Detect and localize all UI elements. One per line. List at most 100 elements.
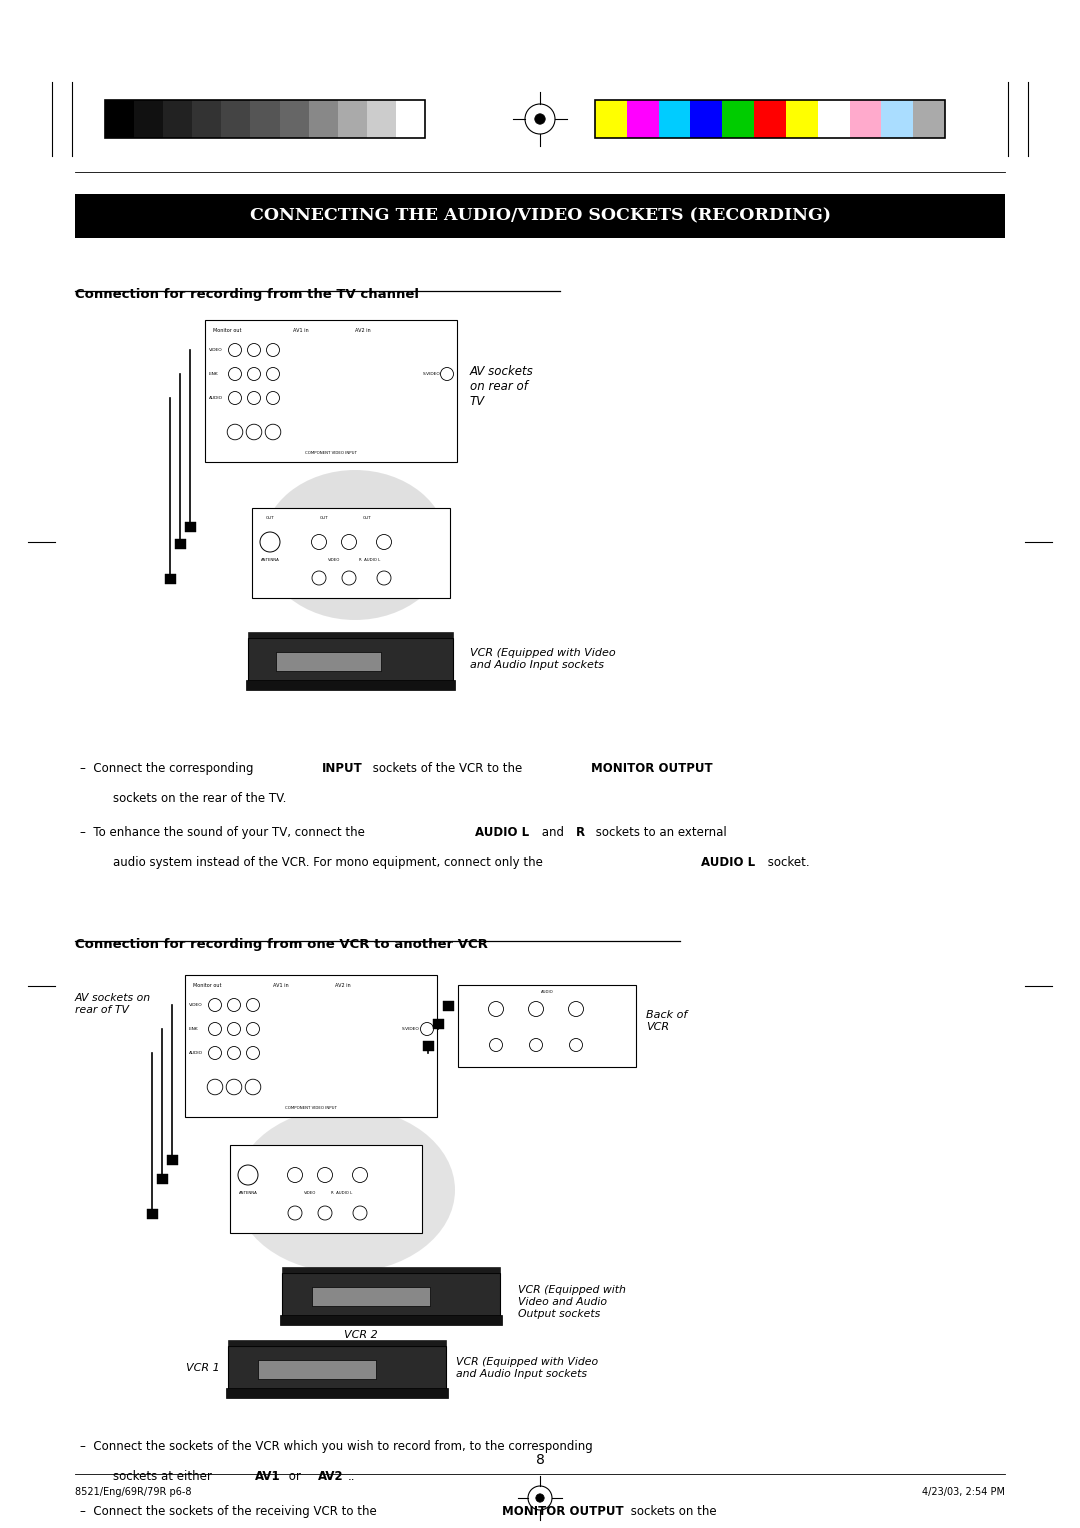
Bar <box>309 99 338 138</box>
Bar <box>312 1287 430 1306</box>
Bar <box>626 99 659 138</box>
Text: VCR 2: VCR 2 <box>345 1329 378 1340</box>
Text: COMPONENT VIDEO INPUT: COMPONENT VIDEO INPUT <box>305 451 356 455</box>
Bar <box>595 99 945 138</box>
Text: and: and <box>538 827 568 839</box>
Text: Connection for recording from one VCR to another VCR: Connection for recording from one VCR to… <box>75 938 488 950</box>
Text: COMPONENT VIDEO INPUT: COMPONENT VIDEO INPUT <box>285 1106 337 1109</box>
Bar <box>175 539 186 549</box>
Text: AUDIO: AUDIO <box>210 396 222 400</box>
Text: R  AUDIO L: R AUDIO L <box>360 558 380 562</box>
Text: VCR (Equipped with Video
and Audio Input sockets: VCR (Equipped with Video and Audio Input… <box>456 1357 598 1378</box>
Bar <box>221 99 251 138</box>
Text: VIDEO: VIDEO <box>328 558 340 562</box>
Bar <box>432 1019 444 1028</box>
Bar <box>105 99 134 138</box>
Bar <box>914 99 945 138</box>
Bar <box>422 1041 433 1051</box>
Bar <box>246 680 455 691</box>
Text: VIDEO: VIDEO <box>210 348 222 351</box>
Text: –  To enhance the sound of your TV, connect the: – To enhance the sound of your TV, conne… <box>80 827 368 839</box>
Text: S-VIDEO: S-VIDEO <box>422 371 440 376</box>
Bar <box>458 986 636 1067</box>
Bar <box>105 99 426 138</box>
Text: AV sockets
on rear of
TV: AV sockets on rear of TV <box>470 365 534 408</box>
Bar <box>251 99 280 138</box>
Text: ANTENNA: ANTENNA <box>239 1190 257 1195</box>
Text: sockets on the rear of the TV.: sockets on the rear of the TV. <box>113 792 286 805</box>
Text: –  Connect the sockets of the VCR which you wish to record from, to the correspo: – Connect the sockets of the VCR which y… <box>80 1439 593 1453</box>
Bar <box>280 99 309 138</box>
Bar <box>192 99 221 138</box>
Text: or: or <box>285 1470 305 1484</box>
Text: AUDIO L: AUDIO L <box>475 827 529 839</box>
Bar <box>147 1209 158 1219</box>
Bar <box>163 99 192 138</box>
Bar <box>228 1340 446 1346</box>
Circle shape <box>535 113 545 124</box>
Text: R  AUDIO L: R AUDIO L <box>332 1190 353 1195</box>
Text: VCR (Equipped with Video
and Audio Input sockets: VCR (Equipped with Video and Audio Input… <box>470 648 616 669</box>
Text: INPUT: INPUT <box>322 762 363 775</box>
Bar <box>881 99 914 138</box>
Text: 4/23/03, 2:54 PM: 4/23/03, 2:54 PM <box>922 1487 1005 1497</box>
Bar <box>185 523 195 532</box>
Text: LINK: LINK <box>210 371 218 376</box>
Text: sockets at either: sockets at either <box>113 1470 216 1484</box>
Text: AV sockets on
rear of TV: AV sockets on rear of TV <box>75 993 151 1015</box>
Text: AV2 in: AV2 in <box>335 983 351 989</box>
Bar <box>75 194 1005 238</box>
Text: AV1 in: AV1 in <box>293 329 309 333</box>
Text: sockets on the: sockets on the <box>627 1505 717 1517</box>
Text: ANTENNA: ANTENNA <box>260 558 280 562</box>
Bar <box>248 633 453 639</box>
Text: AUDIO: AUDIO <box>189 1051 203 1054</box>
Text: MONITOR OUTPUT: MONITOR OUTPUT <box>502 1505 623 1517</box>
Bar <box>205 319 457 461</box>
Bar <box>164 575 175 584</box>
Text: CONNECTING THE AUDIO/VIDEO SOCKETS (RECORDING): CONNECTING THE AUDIO/VIDEO SOCKETS (RECO… <box>249 208 831 225</box>
Text: VCR 1: VCR 1 <box>186 1363 220 1374</box>
Text: AUDIO L: AUDIO L <box>701 856 755 869</box>
Bar <box>443 1001 454 1012</box>
Bar <box>595 99 626 138</box>
Circle shape <box>536 1494 544 1502</box>
Text: LINK: LINK <box>189 1027 199 1031</box>
Text: –  Connect the sockets of the receiving VCR to the: – Connect the sockets of the receiving V… <box>80 1505 380 1517</box>
Text: 8521/Eng/69R/79R p6-8: 8521/Eng/69R/79R p6-8 <box>75 1487 191 1497</box>
Text: S-VIDEO: S-VIDEO <box>402 1027 420 1031</box>
Text: socket.: socket. <box>764 856 810 869</box>
Bar <box>230 1144 422 1233</box>
Text: VCR (Equipped with
Video and Audio
Output sockets: VCR (Equipped with Video and Audio Outpu… <box>518 1285 626 1319</box>
Text: MONITOR OUTPUT: MONITOR OUTPUT <box>591 762 713 775</box>
Bar <box>228 1346 446 1390</box>
Text: Monitor out: Monitor out <box>193 983 221 989</box>
Text: sockets to an external: sockets to an external <box>592 827 727 839</box>
Bar <box>282 1267 500 1273</box>
Bar <box>280 1316 502 1325</box>
Bar <box>157 1174 167 1184</box>
Text: R: R <box>576 827 585 839</box>
Text: OUT: OUT <box>266 516 274 520</box>
Ellipse shape <box>262 471 447 620</box>
Text: Back of
VCR: Back of VCR <box>646 1010 687 1031</box>
Text: 8: 8 <box>536 1453 544 1467</box>
Text: AV2: AV2 <box>318 1470 343 1484</box>
Bar <box>786 99 818 138</box>
Text: sockets of the VCR to the: sockets of the VCR to the <box>369 762 526 775</box>
Bar <box>659 99 690 138</box>
Text: OUT: OUT <box>320 516 328 520</box>
Text: AV2 in: AV2 in <box>355 329 370 333</box>
Text: Monitor out: Monitor out <box>213 329 242 333</box>
Bar <box>338 99 367 138</box>
Text: Connection for recording from the TV channel: Connection for recording from the TV cha… <box>75 287 419 301</box>
Bar <box>396 99 426 138</box>
Bar <box>818 99 850 138</box>
Text: AV1: AV1 <box>255 1470 281 1484</box>
Text: –  Connect the corresponding: – Connect the corresponding <box>80 762 257 775</box>
Text: audio system instead of the VCR. For mono equipment, connect only the: audio system instead of the VCR. For mon… <box>113 856 546 869</box>
Bar <box>276 652 381 671</box>
Bar <box>166 1155 177 1164</box>
Text: AV1 in: AV1 in <box>273 983 288 989</box>
Bar <box>226 1387 448 1398</box>
